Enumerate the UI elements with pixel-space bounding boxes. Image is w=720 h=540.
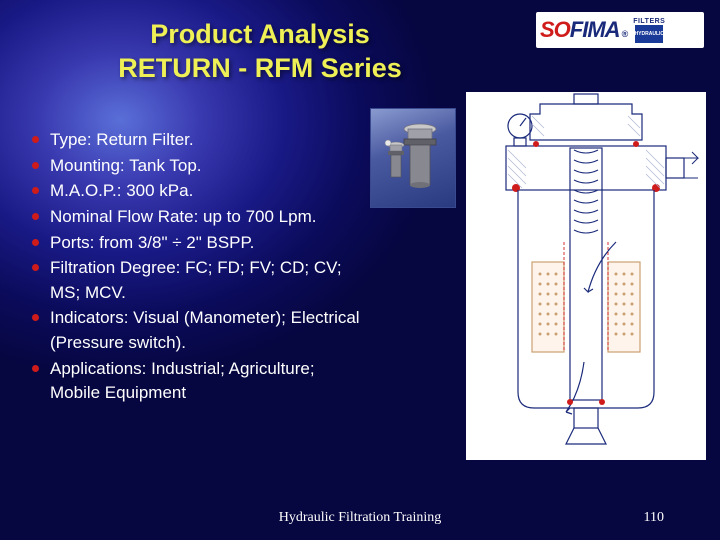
spec-list: Type: Return Filter. Mounting: Tank Top.…	[32, 128, 362, 407]
logo-hydraulic-label: HYDRAULIC	[635, 31, 664, 37]
logo-part-fima: FIMA	[570, 17, 620, 43]
title-line-2: RETURN - RFM Series	[0, 52, 520, 86]
spec-item: Mounting: Tank Top.	[32, 154, 362, 179]
filter-section-icon	[466, 92, 706, 460]
spec-item: Nominal Flow Rate: up to 700 Lpm.	[32, 205, 362, 230]
logo-side-block: FILTERS HYDRAULIC	[633, 18, 665, 43]
brand-logo: SOFIMA® FILTERS HYDRAULIC	[536, 12, 704, 48]
logo-registered: ®	[622, 29, 628, 39]
spec-item: Indicators: Visual (Manometer); Electric…	[32, 306, 362, 355]
spec-item: Type: Return Filter.	[32, 128, 362, 153]
logo-part-so: SO	[540, 17, 570, 43]
footer-title: Hydraulic Filtration Training	[0, 510, 720, 526]
title-line-1: Product Analysis	[0, 18, 520, 52]
product-photo	[370, 108, 456, 208]
spec-item: Ports: from 3/8" ÷ 2" BSPP.	[32, 231, 362, 256]
spec-item: M.A.O.P.: 300 kPa.	[32, 179, 362, 204]
spec-item: Filtration Degree: FC; FD; FV; CD; CV; M…	[32, 256, 362, 305]
slide-title: Product Analysis RETURN - RFM Series	[0, 18, 520, 86]
logo-filters-label: FILTERS	[633, 18, 665, 25]
logo-wordmark: SOFIMA®	[540, 17, 627, 43]
page-number: 110	[644, 510, 664, 526]
filter-photo-icon	[378, 115, 448, 201]
cross-section-diagram	[466, 92, 706, 460]
logo-hydraulic-box: HYDRAULIC	[635, 25, 663, 43]
spec-item: Applications: Industrial; Agriculture; M…	[32, 357, 362, 406]
